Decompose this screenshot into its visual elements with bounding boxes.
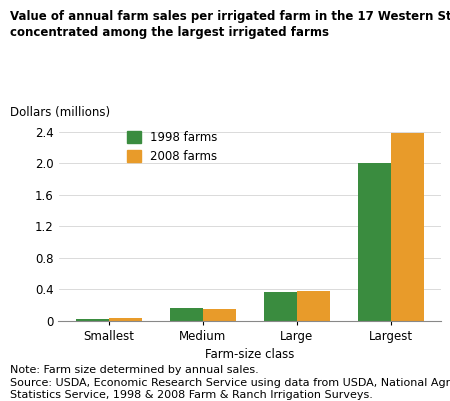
Bar (358, 164, 391, 321)
Bar (203, 309, 236, 321)
X-axis label: Farm-size class: Farm-size class (205, 348, 294, 361)
Legend: 1998 farms, 2008 farms: 1998 farms, 2008 farms (122, 126, 222, 168)
Bar (297, 290, 330, 321)
Bar (391, 133, 423, 321)
Bar (109, 318, 142, 321)
Text: Note: Farm size determined by annual sales.
Source: USDA, Economic Research Serv: Note: Farm size determined by annual sal… (10, 365, 450, 400)
Bar (264, 292, 297, 321)
Text: Value of annual farm sales per irrigated farm in the 17 Western States was incre: Value of annual farm sales per irrigated… (10, 10, 450, 39)
Bar (76, 319, 109, 321)
Text: Dollars (millions): Dollars (millions) (10, 106, 110, 119)
Bar (170, 308, 203, 321)
